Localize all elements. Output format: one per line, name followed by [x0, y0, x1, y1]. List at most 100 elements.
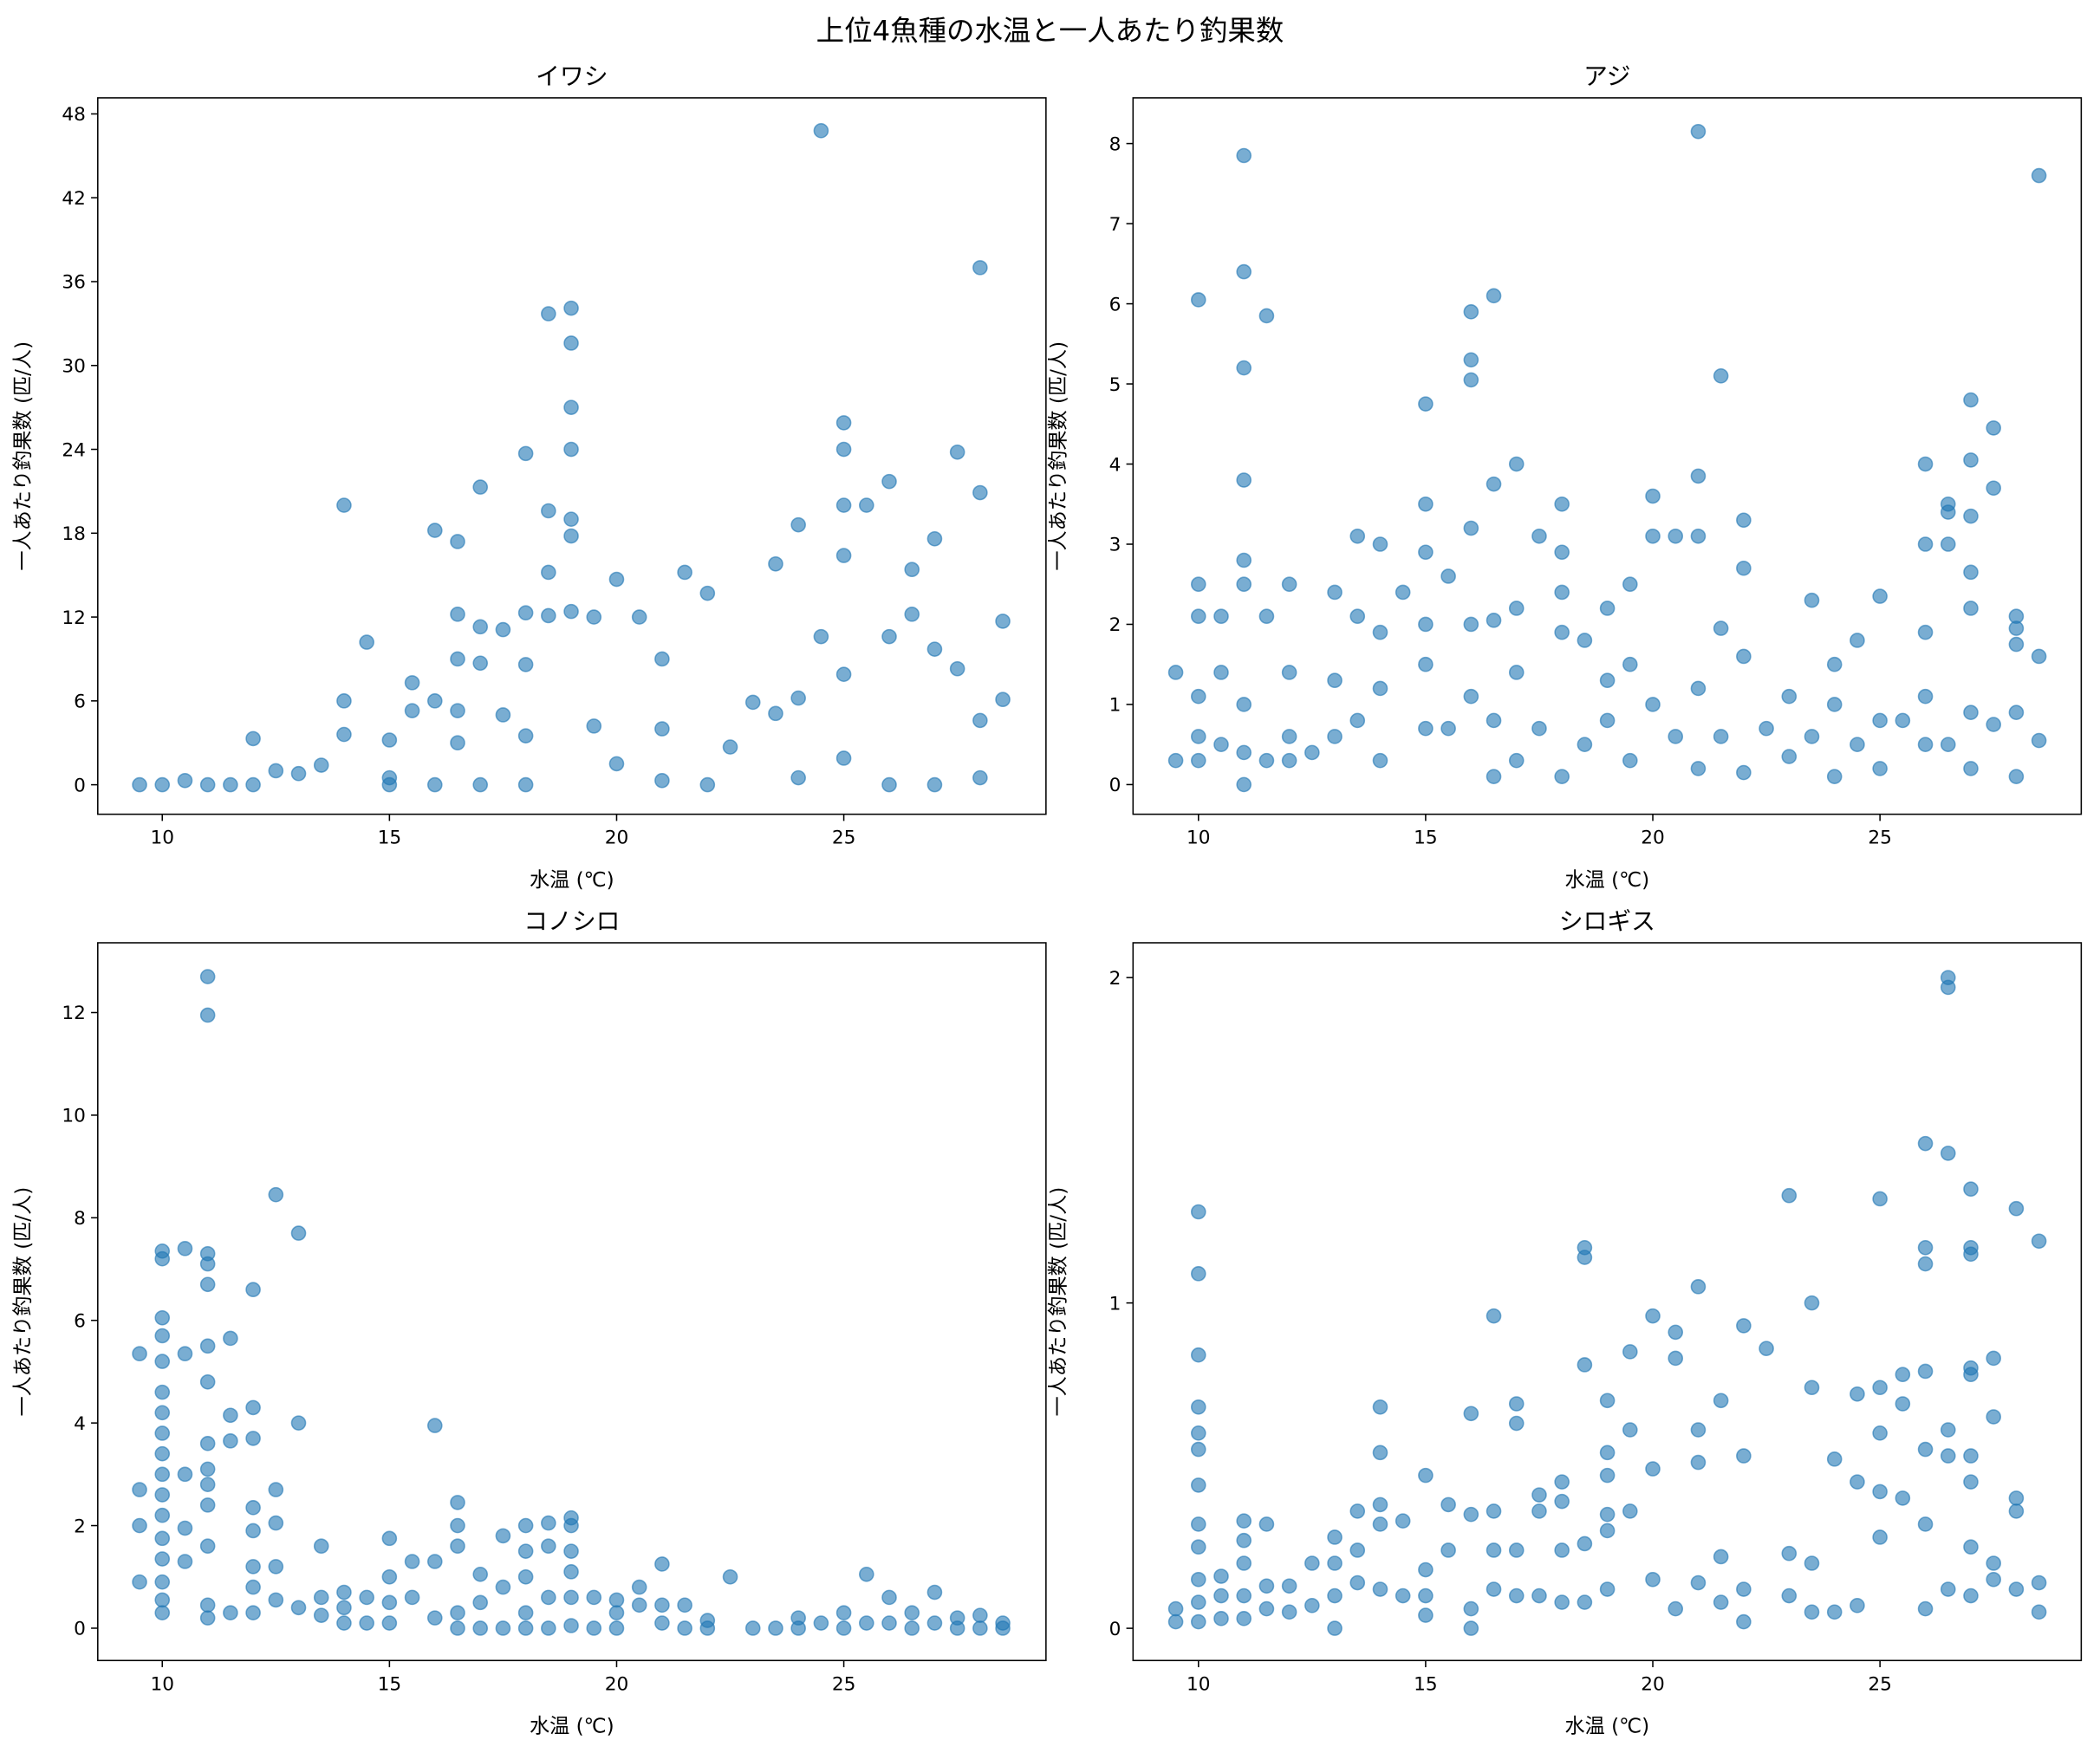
point	[541, 1589, 556, 1606]
y-tick-label: 24	[62, 439, 86, 461]
x-axis-label: 水温 (℃)	[530, 868, 614, 892]
point	[1258, 308, 1275, 324]
point	[1236, 576, 1252, 593]
point	[1395, 1513, 1411, 1529]
x-tick-label: 15	[1414, 828, 1438, 849]
point	[813, 628, 829, 645]
point	[608, 1592, 625, 1608]
x-tick-label: 20	[605, 1673, 629, 1695]
point	[949, 660, 965, 677]
point	[1486, 712, 1502, 729]
point	[1917, 536, 1934, 552]
point	[699, 1620, 716, 1636]
x-tick-label: 15	[1414, 1673, 1438, 1695]
point	[1508, 665, 1525, 680]
point	[563, 335, 579, 351]
point	[495, 621, 511, 638]
point	[677, 1620, 692, 1636]
point	[1917, 1600, 1934, 1617]
point	[1736, 512, 1752, 529]
y-axis-label: 一人あたり釣果数 (匹/人)	[11, 1187, 35, 1417]
point	[790, 690, 806, 706]
x-tick-label: 25	[1868, 1673, 1892, 1695]
point	[1804, 1555, 1820, 1571]
point	[359, 1589, 374, 1606]
point	[744, 694, 761, 711]
x-tick-label: 10	[150, 828, 174, 849]
point	[1554, 544, 1570, 561]
point	[517, 1620, 534, 1636]
point	[1418, 656, 1434, 672]
point	[517, 776, 534, 793]
point	[1599, 1393, 1616, 1409]
point	[154, 1354, 171, 1369]
point	[1190, 1539, 1206, 1555]
point	[517, 657, 534, 672]
point	[1826, 769, 1843, 784]
point	[1917, 1441, 1934, 1458]
point	[1917, 688, 1934, 704]
x-tick-label: 10	[1187, 1673, 1211, 1695]
point	[1440, 720, 1456, 737]
point	[199, 1597, 216, 1613]
point	[1917, 1135, 1934, 1152]
point	[1508, 1542, 1525, 1558]
point	[563, 603, 579, 620]
axes-frame	[97, 97, 1047, 815]
point	[1599, 1467, 1616, 1484]
point	[2008, 769, 2025, 784]
point	[245, 1579, 261, 1595]
point	[1668, 1350, 1684, 1367]
point	[1963, 1539, 1979, 1555]
point	[1599, 1445, 1616, 1461]
point	[1486, 769, 1502, 784]
point	[154, 1487, 171, 1503]
point	[177, 1466, 193, 1483]
point	[949, 1620, 965, 1636]
y-tick-label: 30	[62, 355, 86, 377]
point	[1258, 1516, 1275, 1532]
y-axis-label: 一人あたり釣果数 (匹/人)	[11, 341, 35, 571]
point	[1486, 613, 1502, 628]
point	[926, 1615, 943, 1631]
point	[1554, 496, 1570, 512]
point	[1372, 1516, 1388, 1532]
point	[1281, 665, 1297, 680]
point	[1349, 608, 1366, 625]
point	[1690, 1454, 1707, 1471]
point	[1986, 1409, 2001, 1425]
point	[154, 1466, 171, 1483]
y-tick-label: 4	[74, 1413, 86, 1435]
y-axis-label: 一人あたり釣果数 (匹/人)	[1046, 341, 1070, 571]
point	[1668, 1324, 1684, 1341]
point	[1554, 1493, 1570, 1510]
point	[1599, 1506, 1616, 1523]
point	[1327, 1620, 1343, 1636]
point	[1986, 1571, 2001, 1587]
point	[835, 441, 852, 458]
y-tick-label: 8	[74, 1208, 86, 1230]
point	[1963, 1448, 1979, 1464]
point	[472, 1594, 489, 1611]
point	[881, 628, 897, 645]
point	[290, 1600, 307, 1616]
point	[1463, 1506, 1479, 1523]
point	[790, 1620, 806, 1636]
point	[450, 1495, 465, 1510]
point	[881, 1589, 897, 1606]
point	[199, 1256, 216, 1272]
point	[1508, 456, 1525, 472]
point	[972, 260, 988, 276]
point	[1531, 1587, 1547, 1604]
point	[744, 1620, 761, 1636]
point	[245, 1559, 261, 1574]
point	[404, 675, 420, 691]
point	[1826, 697, 1843, 712]
y-tick-label: 18	[62, 523, 86, 545]
point	[972, 484, 988, 501]
point	[1781, 1587, 1798, 1604]
point	[1554, 584, 1570, 601]
point	[1327, 1587, 1343, 1604]
point	[1327, 729, 1343, 744]
